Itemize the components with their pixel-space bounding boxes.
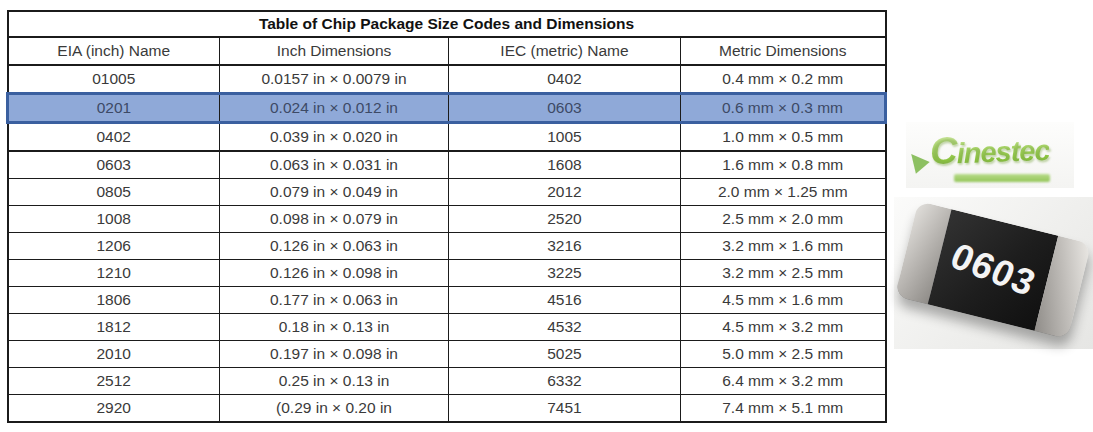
table-cell: 1008 <box>8 206 220 233</box>
table-row: 20100.197 in × 0.098 in50255.0 mm × 2.5 … <box>8 341 886 368</box>
chip-resistor-photo: 0603 <box>894 197 1093 349</box>
table-cell: 0603 <box>449 94 681 123</box>
table-cell: 0402 <box>8 123 220 152</box>
table-cell: 0.024 in × 0.012 in <box>220 94 449 123</box>
table-cell: 0.4 mm × 0.2 mm <box>681 65 886 94</box>
table-row: 18060.177 in × 0.063 in45164.5 mm × 1.6 … <box>8 287 886 314</box>
table-cell: 1.6 mm × 0.8 mm <box>681 151 886 179</box>
table-cell: 1.0 mm × 0.5 mm <box>681 123 886 152</box>
table-cell: 2520 <box>449 206 681 233</box>
table-cell: 0.0157 in × 0.0079 in <box>220 65 449 94</box>
table-cell: 3216 <box>449 233 681 260</box>
logo-tagline-bar <box>954 174 1050 182</box>
table-row: 06030.063 in × 0.031 in16081.6 mm × 0.8 … <box>8 151 886 179</box>
table-cell: 4.5 mm × 1.6 mm <box>681 287 886 314</box>
table-row: 18120.18 in × 0.13 in45324.5 mm × 3.2 mm <box>8 314 886 341</box>
table-cell: 5025 <box>449 341 681 368</box>
smd-chip-resistor: 0603 <box>895 201 1091 339</box>
column-header-iec-name: IEC (metric) Name <box>449 37 681 65</box>
table-cell: 0.177 in × 0.063 in <box>220 287 449 314</box>
table-cell: 0402 <box>449 65 681 94</box>
table-cell: 3225 <box>449 260 681 287</box>
table-row: 08050.079 in × 0.049 in20122.0 mm × 1.25… <box>8 179 886 206</box>
table-cell: 2920 <box>8 395 220 423</box>
table-cell: 4532 <box>449 314 681 341</box>
table-cell: 1812 <box>8 314 220 341</box>
leaf-icon <box>904 148 929 173</box>
column-header-eia-name: EIA (inch) Name <box>8 37 220 65</box>
table-title: Table of Chip Package Size Codes and Dim… <box>8 11 886 37</box>
table-row: 010050.0157 in × 0.0079 in04020.4 mm × 0… <box>8 65 886 94</box>
table-cell: 0.6 mm × 0.3 mm <box>681 94 886 123</box>
table-row: 02010.024 in × 0.012 in06030.6 mm × 0.3 … <box>8 94 886 123</box>
table-cell: 1210 <box>8 260 220 287</box>
table-cell: 0.098 in × 0.079 in <box>220 206 449 233</box>
table-cell: 0.18 in × 0.13 in <box>220 314 449 341</box>
table-cell: 0.126 in × 0.098 in <box>220 260 449 287</box>
table-row: 04020.039 in × 0.020 in10051.0 mm × 0.5 … <box>8 123 886 152</box>
table-cell: 3.2 mm × 1.6 mm <box>681 233 886 260</box>
table-cell: 2012 <box>449 179 681 206</box>
table-cell: 0.126 in × 0.063 in <box>220 233 449 260</box>
chip-size-label: 0603 <box>944 235 1042 304</box>
table-cell: 0201 <box>8 94 220 123</box>
table-row: 25120.25 in × 0.13 in63326.4 mm × 3.2 mm <box>8 368 886 395</box>
table-cell: 0.063 in × 0.031 in <box>220 151 449 179</box>
table-cell: 4516 <box>449 287 681 314</box>
table-cell: 7.4 mm × 5.1 mm <box>681 395 886 423</box>
table-cell: 2010 <box>8 341 220 368</box>
table-cell: 1005 <box>449 123 681 152</box>
table-row: 10080.098 in × 0.079 in25202.5 mm × 2.0 … <box>8 206 886 233</box>
table-cell: 2512 <box>8 368 220 395</box>
table-cell: 3.2 mm × 2.5 mm <box>681 260 886 287</box>
table-cell: 0.197 in × 0.098 in <box>220 341 449 368</box>
table-cell: 01005 <box>8 65 220 94</box>
table-cell: 0.039 in × 0.020 in <box>220 123 449 152</box>
column-header-inch-dimensions: Inch Dimensions <box>220 37 449 65</box>
table-cell: 4.5 mm × 3.2 mm <box>681 314 886 341</box>
table-cell: 6332 <box>449 368 681 395</box>
logo-wordmark: Cinestec <box>930 126 1051 173</box>
table-cell: 0805 <box>8 179 220 206</box>
table-cell: 2.5 mm × 2.0 mm <box>681 206 886 233</box>
table-row: 12100.126 in × 0.098 in32253.2 mm × 2.5 … <box>8 260 886 287</box>
table-cell: 6.4 mm × 3.2 mm <box>681 368 886 395</box>
table-cell: 2.0 mm × 1.25 mm <box>681 179 886 206</box>
table-body: 010050.0157 in × 0.0079 in04020.4 mm × 0… <box>8 65 886 422</box>
table-cell: 0603 <box>8 151 220 179</box>
table-row: 12060.126 in × 0.063 in32163.2 mm × 1.6 … <box>8 233 886 260</box>
table-header-row: EIA (inch) Name Inch Dimensions IEC (met… <box>8 37 886 65</box>
page-root: { "title": "Table of Chip Package Size C… <box>0 0 1093 432</box>
column-header-metric-dimensions: Metric Dimensions <box>681 37 886 65</box>
table-cell: 7451 <box>449 395 681 423</box>
table-row: 2920(0.29 in × 0.20 in74517.4 mm × 5.1 m… <box>8 395 886 423</box>
table-cell: 1608 <box>449 151 681 179</box>
table-cell: 5.0 mm × 2.5 mm <box>681 341 886 368</box>
table-cell: 0.079 in × 0.049 in <box>220 179 449 206</box>
table-cell: 0.25 in × 0.13 in <box>220 368 449 395</box>
table-title-row: Table of Chip Package Size Codes and Dim… <box>8 11 886 37</box>
table-cell: (0.29 in × 0.20 in <box>220 395 449 423</box>
table-cell: 1206 <box>8 233 220 260</box>
table-cell: 1806 <box>8 287 220 314</box>
cinestec-logo: Cinestec <box>906 122 1074 188</box>
chip-package-size-table: Table of Chip Package Size Codes and Dim… <box>6 10 887 423</box>
